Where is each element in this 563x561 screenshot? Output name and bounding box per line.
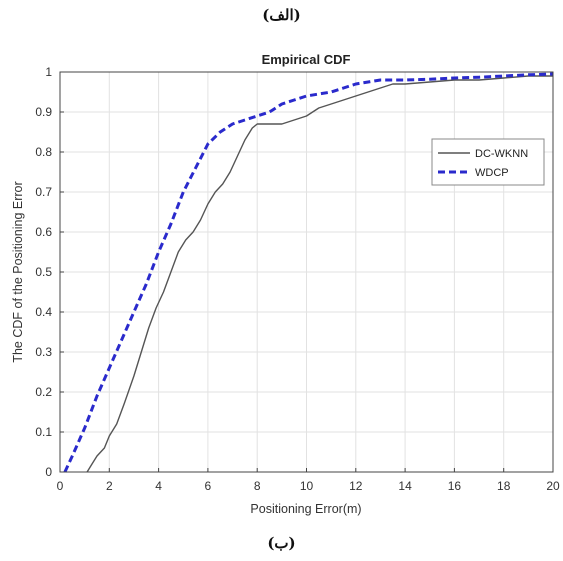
y-tick-label: 0.7 [35,185,52,199]
y-tick-label: 1 [45,65,52,79]
chart-title: Empirical CDF [262,52,351,67]
y-tick-label: 0.1 [35,425,52,439]
x-tick-label: 8 [254,479,261,493]
y-tick-label: 0.9 [35,105,52,119]
series-group [63,72,554,473]
x-tick-label: 12 [349,479,363,493]
x-tick-label: 0 [57,479,64,493]
y-tick-label: 0.8 [35,145,52,159]
legend-label-dc-wknn: DC-WKNN [475,148,528,160]
x-tick-label: 4 [155,479,162,493]
x-tick-label: 16 [448,479,462,493]
y-tick-label: 0.4 [35,305,52,319]
y-tick-label: 0.3 [35,345,52,359]
x-tick-label: 2 [106,479,113,493]
series-line-wdcp [63,72,554,473]
x-tick-label: 10 [300,479,314,493]
y-tick-label: 0.2 [35,385,52,399]
x-tick-label: 20 [546,479,560,493]
caption-bottom: (ب) [267,534,296,552]
x-tick-label: 18 [497,479,511,493]
legend-label-wdcp: WDCP [475,167,509,179]
y-tick-labels: 0 0.1 0.2 0.3 0.4 0.5 0.6 0.7 0.8 0.9 1 [35,65,52,479]
caption-top: (الف) [262,6,301,24]
y-tick-label: 0.6 [35,225,52,239]
x-tick-labels: 0 2 4 6 8 10 12 14 16 18 20 [57,479,560,493]
x-tick-label: 14 [398,479,412,493]
y-axis-label: The CDF of the Positioning Error [11,181,25,362]
x-axis-label: Positioning Error(m) [250,502,361,516]
plot-frame [59,71,554,473]
legend-box [431,138,545,186]
y-tick-label: 0.5 [35,265,52,279]
legend: DC-WKNN WDCP [431,138,545,186]
x-tick-label: 6 [205,479,212,493]
series-line-dc-wknn [86,75,553,473]
y-tick-label: 0 [45,465,52,479]
